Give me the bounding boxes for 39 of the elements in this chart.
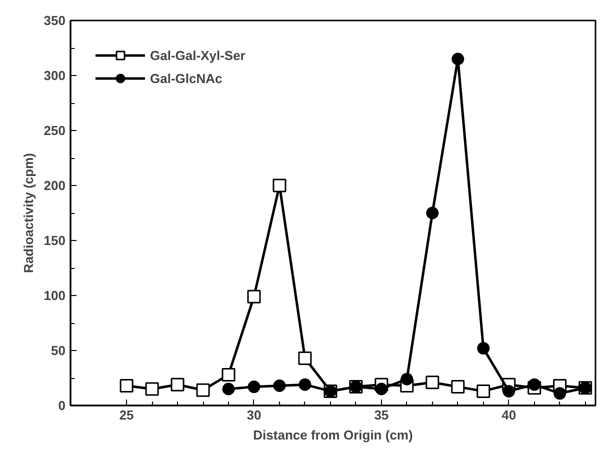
x-tick-label: 30	[246, 408, 262, 422]
y-tick-label: 300	[44, 68, 66, 83]
point	[477, 342, 490, 355]
point	[145, 382, 159, 396]
y-tick-label: 200	[44, 178, 66, 193]
point	[451, 380, 465, 394]
x-axis-title: Distance from Origin (cm)	[253, 428, 413, 442]
point	[248, 380, 260, 394]
legend-label: Gal-Gal-Xyl-Ser	[150, 48, 246, 62]
y-axis-title: Radioactivity (cpm)	[20, 153, 36, 273]
point	[400, 372, 414, 386]
point	[554, 387, 566, 400]
point	[452, 52, 464, 66]
point	[375, 382, 388, 396]
point	[298, 351, 312, 365]
point	[196, 383, 210, 397]
point	[170, 378, 184, 392]
point	[476, 384, 490, 398]
y-tick-label: 250	[44, 123, 66, 138]
point	[222, 382, 235, 396]
point	[426, 206, 439, 220]
point	[298, 378, 312, 391]
point	[528, 378, 541, 391]
point	[272, 178, 286, 192]
y-tick-label: 100	[44, 288, 66, 303]
point	[502, 384, 516, 398]
y-tick-label: 0	[58, 398, 66, 413]
y-tick-label: 50	[51, 343, 66, 358]
y-tick-label: 350	[44, 13, 66, 28]
x-tick-label: 40	[502, 408, 516, 422]
point	[273, 379, 286, 392]
point	[247, 290, 261, 304]
x-tick-label: 35	[374, 408, 389, 422]
legend-label: Gal-GlcNAc	[150, 70, 222, 86]
point	[426, 376, 440, 390]
x-tick-label: 25	[119, 408, 134, 422]
y-tick-label: 150	[44, 233, 66, 248]
point	[120, 378, 134, 392]
point	[222, 368, 236, 382]
